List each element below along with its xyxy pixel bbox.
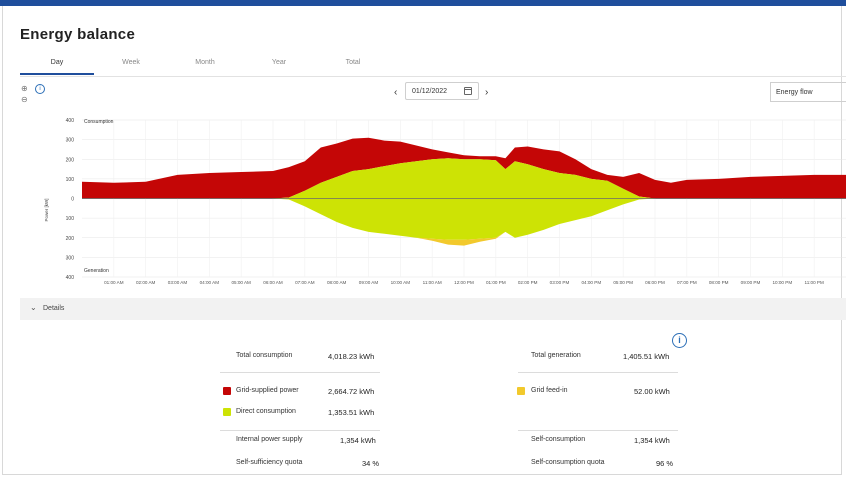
details-label: Details <box>43 305 65 312</box>
self-sufficiency-value: 34 % <box>362 459 380 468</box>
generation-area <box>82 198 846 240</box>
y-tick-label: 100 <box>66 216 75 222</box>
x-tick-label: 11:00 AM <box>423 280 442 285</box>
y-tick-label: 400 <box>66 275 75 281</box>
tab-total[interactable]: Total <box>345 59 361 66</box>
direct-consumption-area <box>82 158 846 199</box>
direct-consumption-swatch <box>223 408 231 416</box>
view-select[interactable]: Energy flow <box>770 82 846 102</box>
x-tick-label: 02:00 AM <box>136 280 156 285</box>
grid-supplied-value: 2,664.72 kWh <box>328 387 375 396</box>
grid-supplied-area <box>82 137 846 199</box>
total-consumption-value: 4,018.23 kWh <box>328 352 375 361</box>
direct-consumption-label: Direct consumption <box>236 408 296 415</box>
x-tick-label: 03:00 AM <box>168 280 188 285</box>
grid-supplied-swatch <box>223 387 231 395</box>
total-generation-label: Total generation <box>531 352 581 359</box>
x-tick-label: 05:00 AM <box>231 280 251 285</box>
divider <box>220 430 380 431</box>
zoom-in-icon[interactable]: ⊕ <box>21 84 28 93</box>
calendar-icon[interactable] <box>464 87 472 95</box>
x-tick-label: 08:00 AM <box>327 280 347 285</box>
energy-flow-chart: 400 300 200 100 0 100 200 300 400 01:00 AM 02:00 … <box>44 118 846 285</box>
chevron-left-icon[interactable]: ‹ <box>394 87 398 98</box>
y-tick-label: 100 <box>66 177 75 183</box>
x-tick-label: 08:00 PM <box>709 280 729 285</box>
grid-supplied-label: Grid-supplied power <box>236 387 299 394</box>
self-consumption-value: 1,354 kWh <box>634 436 670 445</box>
y-axis-label: Power [kW] <box>44 198 49 221</box>
grid-feed-in-label: Grid feed-in <box>531 387 568 394</box>
y-tick-label: 300 <box>66 138 75 144</box>
total-generation-value: 1,405.51 kWh <box>623 352 670 361</box>
total-consumption-label: Total consumption <box>236 352 293 359</box>
active-tab-indicator <box>20 73 94 75</box>
self-consumption-label: Self-consumption <box>531 436 586 443</box>
self-sufficiency-label: Self-sufficiency quota <box>236 459 303 466</box>
x-tick-label: 04:00 AM <box>200 280 220 285</box>
x-tick-label: 02:00 PM <box>518 280 538 285</box>
grid-feed-in-swatch <box>517 387 525 395</box>
chart-areas <box>82 137 846 246</box>
internal-supply-label: Internal power supply <box>236 436 303 443</box>
y-tick-label: 0 <box>71 197 74 203</box>
x-tick-label: 09:00 PM <box>741 280 761 285</box>
x-tick-label: 04:00 PM <box>581 280 601 285</box>
x-tick-label: 12:00 PM <box>454 280 474 285</box>
page-title: Energy balance <box>20 26 136 43</box>
tab-month[interactable]: Month <box>195 59 215 66</box>
divider <box>220 372 380 373</box>
details-toggle[interactable]: ⌄ Details <box>20 298 846 320</box>
x-tick-label: 05:00 PM <box>613 280 633 285</box>
chevron-down-icon: ⌄ <box>30 303 37 312</box>
chart-x-ticks: 01:00 AM 02:00 AM 03:00 AM 04:00 AM 05:00 AM… <box>104 280 824 285</box>
y-tick-label: 300 <box>66 255 75 261</box>
zoom-out-icon[interactable]: ⊖ <box>21 95 28 104</box>
x-tick-label: 07:00 AM <box>295 280 315 285</box>
self-consumption-quota-label: Self-consumption quota <box>531 459 605 466</box>
date-value: 01/12/2022 <box>412 88 448 95</box>
x-tick-label: 01:00 PM <box>486 280 506 285</box>
x-tick-label: 09:00 AM <box>359 280 379 285</box>
info-icon[interactable]: i <box>35 84 45 94</box>
internal-supply-value: 1,354 kWh <box>340 436 376 445</box>
grid-feed-in-value: 52.00 kWh <box>634 387 670 396</box>
details-info-icon[interactable]: i <box>672 333 687 348</box>
tab-day[interactable]: Day <box>50 59 64 66</box>
y-top-label: Consumption <box>84 119 114 125</box>
tab-year[interactable]: Year <box>271 59 287 66</box>
x-tick-label: 06:00 AM <box>263 280 283 285</box>
top-accent-bar <box>0 0 846 6</box>
period-tabs: Day Week Month Year Total <box>20 56 846 77</box>
self-consumption-quota-value: 96 % <box>656 459 674 468</box>
date-picker[interactable]: 01/12/2022 <box>405 82 479 100</box>
x-tick-label: 11:00 PM <box>805 280 824 285</box>
x-tick-label: 03:00 PM <box>550 280 570 285</box>
chevron-right-icon[interactable]: › <box>485 87 489 98</box>
y-bottom-label: Generation <box>84 268 109 274</box>
divider <box>518 430 678 431</box>
tab-week[interactable]: Week <box>122 59 140 66</box>
x-tick-label: 10:00 PM <box>772 280 792 285</box>
y-tick-label: 200 <box>66 236 75 242</box>
y-tick-label: 200 <box>66 157 75 163</box>
x-tick-label: 01:00 AM <box>104 280 124 285</box>
divider <box>518 372 678 373</box>
direct-consumption-value: 1,353.51 kWh <box>328 408 375 417</box>
x-tick-label: 07:00 PM <box>677 280 697 285</box>
chart-y-ticks: 400 300 200 100 0 100 200 300 400 <box>66 118 75 281</box>
x-tick-label: 06:00 PM <box>645 280 665 285</box>
x-tick-label: 10:00 AM <box>391 280 411 285</box>
window-frame <box>2 6 842 475</box>
y-tick-label: 400 <box>66 118 75 124</box>
